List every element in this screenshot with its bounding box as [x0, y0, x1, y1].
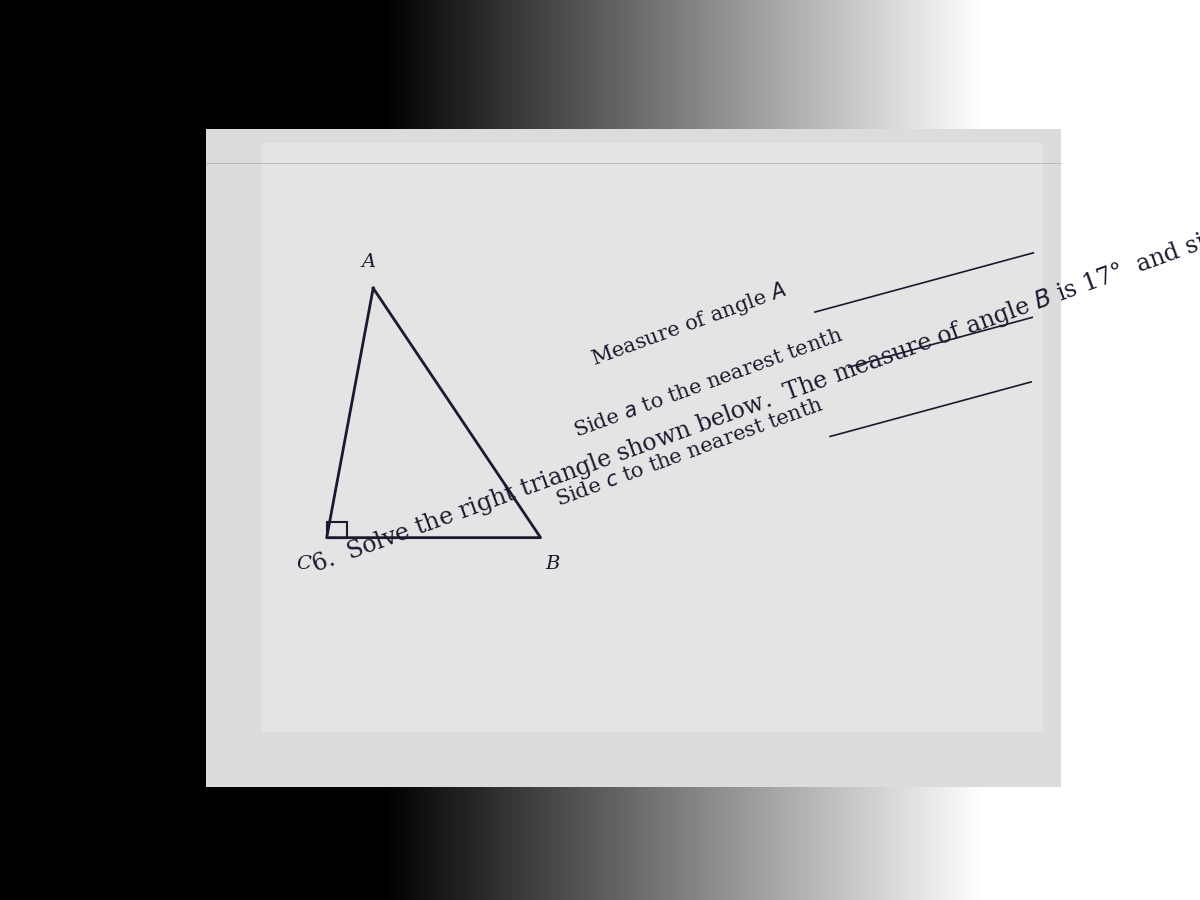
Text: B: B	[545, 555, 559, 573]
Text: 6.  Solve the right triangle shown below.  The measure of angle $\mathit{B}$ is : 6. Solve the right triangle shown below.…	[308, 186, 1200, 580]
Bar	[326, 522, 347, 537]
Text: Measure of angle $\mathit{A}$: Measure of angle $\mathit{A}$	[588, 278, 790, 372]
Text: Side $\mathit{c}$ to the nearest tenth: Side $\mathit{c}$ to the nearest tenth	[553, 395, 826, 510]
Text: A: A	[361, 253, 376, 271]
Text: C: C	[296, 555, 311, 573]
FancyBboxPatch shape	[206, 129, 1062, 788]
Text: Side $\mathit{a}$ to the nearest tenth: Side $\mathit{a}$ to the nearest tenth	[571, 325, 846, 441]
FancyBboxPatch shape	[262, 142, 1043, 732]
